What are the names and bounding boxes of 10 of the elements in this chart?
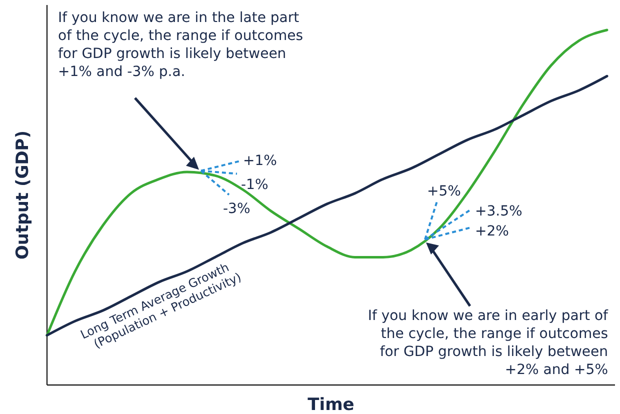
x-axis-title: Time xyxy=(308,395,354,414)
annotation: If you know we are in early part of the cycle, the range if outcomes for GDP growth is likely between +2% and +5% xyxy=(368,308,610,378)
annotation: If you know we are in the late part of the cycle, the range if outcomes for GDP growth is likely between +1% and -3% p.a. xyxy=(58,10,304,80)
annotation: -1% xyxy=(241,176,268,193)
annotation: +2% xyxy=(475,223,509,240)
y-axis-title: Output (GDP) xyxy=(13,130,33,260)
annotation: -3% xyxy=(223,200,250,217)
annotation: +5% xyxy=(427,183,461,200)
annotation: +1% xyxy=(243,152,277,169)
annotation: +3.5% xyxy=(475,203,522,220)
